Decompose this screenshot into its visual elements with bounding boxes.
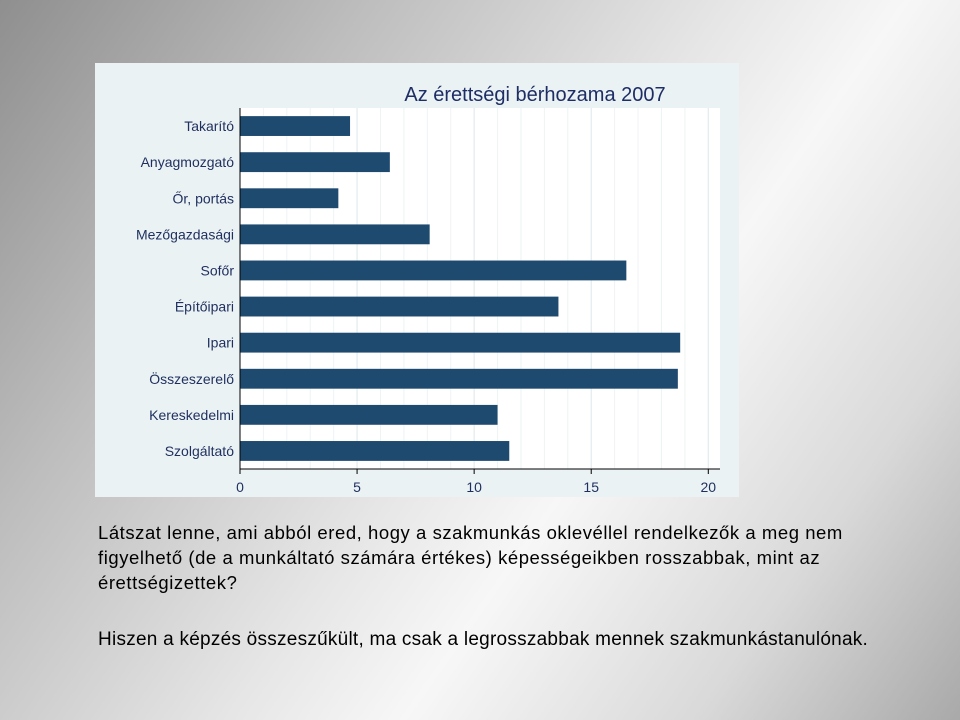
category-label: Takarító <box>184 118 234 134</box>
bar <box>240 224 430 245</box>
bar <box>240 404 498 425</box>
category-label: Ipari <box>207 335 234 351</box>
category-label: Összeszerelő <box>149 370 234 387</box>
bar <box>240 188 339 209</box>
category-label: Őr, portás <box>173 190 234 206</box>
category-label: Szolgáltató <box>165 443 234 459</box>
x-tick-label: 15 <box>583 479 599 495</box>
category-label: Anyagmozgató <box>141 154 235 170</box>
x-tick-label: 10 <box>466 479 482 495</box>
category-label: Építőipari <box>175 299 234 315</box>
bar <box>240 368 678 389</box>
question-text: Látszat lenne, ami abból ered, hogy a sz… <box>98 522 843 593</box>
bar <box>240 332 681 353</box>
category-label: Mezőgazdasági <box>136 226 234 242</box>
bar <box>240 260 627 281</box>
x-tick-label: 20 <box>701 479 717 495</box>
bar-chart: Az érettségi bérhozama 2007 Takarító Anya… <box>136 84 720 495</box>
statement-text: Hiszen a képzés összeszűkült, ma csak a … <box>98 629 869 650</box>
bar <box>240 116 351 136</box>
category-label: Kereskedelmi <box>149 407 234 423</box>
chart-panel: Az érettségi bérhozama 2007 Takarító Anya… <box>95 63 739 497</box>
category-label: Sofőr <box>201 262 235 278</box>
bar <box>240 441 510 461</box>
chart-title: Az érettségi bérhozama 2007 <box>404 84 665 106</box>
x-tick-label: 0 <box>236 479 244 495</box>
bar <box>240 296 559 317</box>
x-tick-label: 5 <box>353 479 361 495</box>
bar <box>240 152 390 173</box>
